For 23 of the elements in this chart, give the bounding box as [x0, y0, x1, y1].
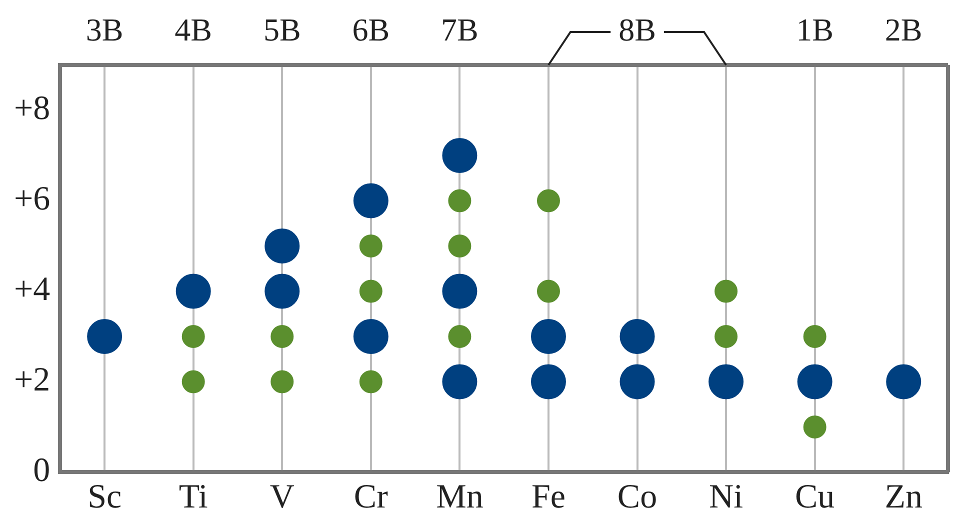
y-tick-label: +6	[14, 180, 50, 218]
text: 3B	[86, 11, 124, 48]
text: 4B	[174, 11, 212, 48]
text: 5B	[263, 11, 301, 48]
text: 1B	[796, 11, 834, 48]
x-tick-label: Cr	[354, 478, 389, 516]
x-tick-label: Ni	[709, 478, 744, 516]
x-tick-label: V	[270, 478, 295, 516]
x-tick-label: Zn	[884, 478, 922, 516]
x-tick-label: Ti	[178, 478, 208, 516]
text: 6B	[352, 11, 390, 48]
x-tick-label: Mn	[436, 478, 484, 516]
y-tick-label: 0	[33, 452, 50, 490]
y-tick-label: +4	[14, 271, 50, 308]
text: 2B	[884, 11, 922, 48]
text: 7B	[441, 11, 478, 48]
y-tick-label: +8	[14, 90, 50, 128]
x-tick-label: Fe	[531, 478, 566, 516]
x-tick-label: Co	[617, 478, 658, 516]
x-tick-label: Sc	[88, 478, 122, 516]
x-tick-label: Cu	[794, 478, 835, 516]
y-tick-label: +2	[14, 362, 50, 399]
text: 8B	[618, 11, 656, 48]
